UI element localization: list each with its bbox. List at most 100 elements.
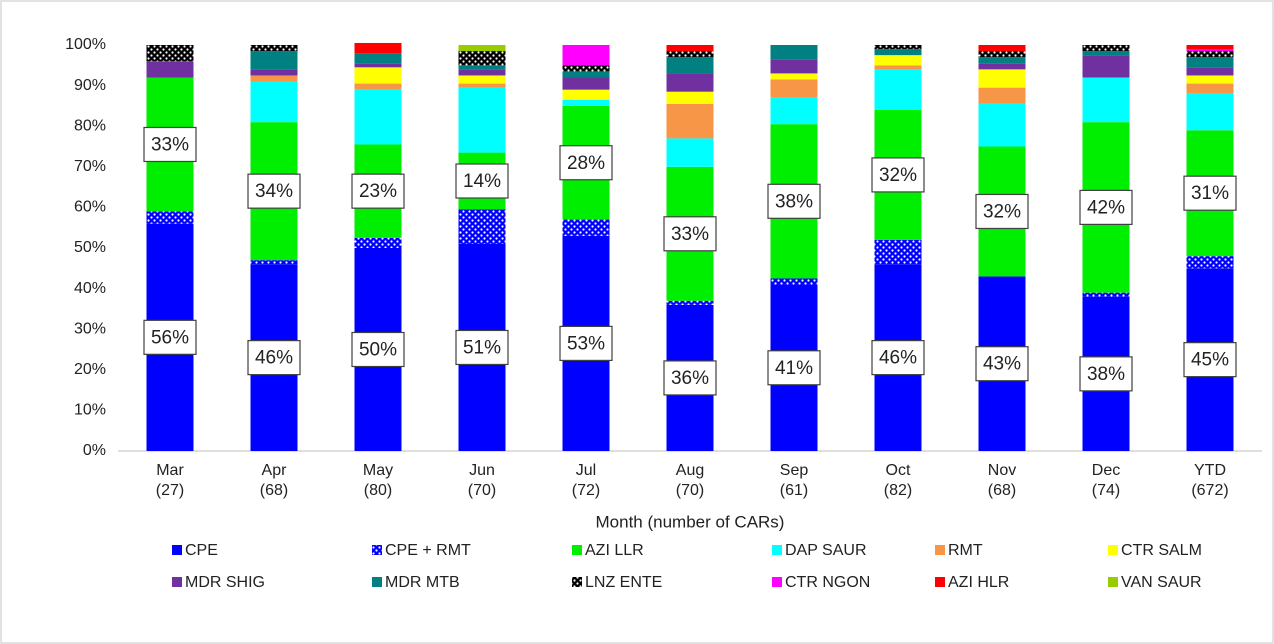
bar-segment (978, 69, 1026, 88)
legend-label: AZI LLR (585, 542, 644, 559)
bar-segment (458, 83, 506, 88)
x-tick-label: (72) (572, 482, 600, 499)
data-label: 28% (567, 153, 605, 174)
bar-segment (146, 61, 194, 78)
data-label-box (455, 329, 509, 366)
bar-segment (250, 75, 298, 82)
x-tick-label: Mar (156, 462, 184, 479)
bar-segment (458, 87, 506, 153)
bar-segment (250, 260, 298, 265)
bar-segment (146, 45, 194, 62)
data-label: 33% (151, 134, 189, 155)
x-tick-label: (68) (260, 482, 288, 499)
data-label: 45% (1191, 350, 1229, 371)
bar-segment (1186, 45, 1234, 50)
bar-segment (770, 59, 818, 74)
bar-segment (250, 45, 298, 52)
data-label-box (247, 173, 301, 209)
bar-segment (770, 45, 818, 60)
bar-segment (1082, 292, 1130, 297)
bar-segment (354, 42, 402, 54)
y-tick-label: 90% (74, 77, 106, 94)
data-label: 53% (567, 333, 605, 354)
legend-label: VAN SAUR (1121, 574, 1202, 591)
bar-segment (354, 83, 402, 90)
data-label: 50% (359, 340, 397, 361)
bar-segment (978, 45, 1026, 52)
bar-segment (562, 99, 610, 106)
legend-swatch (1108, 577, 1118, 587)
data-label: 36% (671, 368, 709, 389)
legend-swatch (772, 545, 782, 555)
data-label-box (663, 216, 717, 252)
bar-segment (666, 91, 714, 104)
bar-segment (978, 51, 1026, 58)
data-label-box (975, 193, 1029, 230)
data-label: 33% (671, 224, 709, 245)
data-label: 41% (775, 358, 813, 379)
x-tick-label: (27) (156, 482, 184, 499)
legend-swatch (172, 545, 182, 555)
data-label: 32% (983, 201, 1021, 222)
y-tick-label: 50% (74, 239, 106, 256)
y-tick-label: 30% (74, 320, 106, 337)
data-label-box (1183, 175, 1237, 211)
data-label-box (975, 346, 1029, 382)
data-label-box (351, 173, 405, 209)
x-tick-label: Jun (469, 462, 495, 479)
data-label: 23% (359, 181, 397, 202)
bar-segment (354, 89, 402, 145)
data-label: 43% (983, 354, 1021, 375)
data-label-box (663, 360, 717, 396)
y-tick-label: 10% (74, 402, 106, 419)
data-label: 46% (255, 348, 293, 369)
bar-segment (354, 67, 402, 84)
bar-segment (874, 239, 922, 265)
bar-segment (666, 45, 714, 52)
bar-segment (1186, 256, 1234, 269)
legend-swatch (372, 577, 382, 587)
x-tick-label: Oct (886, 462, 911, 479)
data-label-box (1079, 356, 1133, 392)
legend-label: CPE + RMT (385, 542, 471, 559)
bar-segment (458, 75, 506, 84)
x-tick-label: (61) (780, 482, 808, 499)
data-label: 31% (1191, 183, 1229, 204)
bar-segment (770, 97, 818, 125)
data-label: 56% (151, 327, 189, 348)
bar-segment (458, 45, 506, 52)
x-tick-label: (80) (364, 482, 392, 499)
bar-segment (978, 103, 1026, 147)
legend-swatch (572, 545, 582, 555)
data-label: 46% (879, 348, 917, 369)
bar-segment (666, 138, 714, 167)
bar-segment (1186, 49, 1234, 52)
y-tick-label: 0% (83, 442, 106, 459)
data-label-box (559, 325, 613, 362)
bar-segment (562, 65, 610, 72)
x-tick-label: Jul (576, 462, 596, 479)
legend-swatch (172, 577, 182, 587)
bar-segment (250, 51, 298, 70)
legend-label: CPE (185, 542, 218, 559)
legend-swatch (935, 545, 945, 555)
x-tick-label: (672) (1191, 482, 1228, 499)
y-tick-label: 100% (65, 36, 106, 53)
data-label-box (871, 157, 925, 193)
bar-segment (666, 103, 714, 139)
x-tick-label: (70) (468, 482, 496, 499)
bar-segment (1186, 67, 1234, 76)
x-tick-label: May (363, 462, 393, 479)
bar-segment (770, 73, 818, 80)
y-tick-label: 80% (74, 117, 106, 134)
bar-segment (666, 57, 714, 74)
data-label-box (1079, 189, 1133, 225)
legend-label: MDR SHIG (185, 574, 265, 591)
bar-segment (874, 49, 922, 56)
bar-segment (562, 219, 610, 236)
legend-swatch (1108, 545, 1118, 555)
data-label: 51% (463, 337, 501, 358)
bar-segment (874, 45, 922, 50)
x-axis-title: Month (number of CARs) (596, 512, 785, 531)
